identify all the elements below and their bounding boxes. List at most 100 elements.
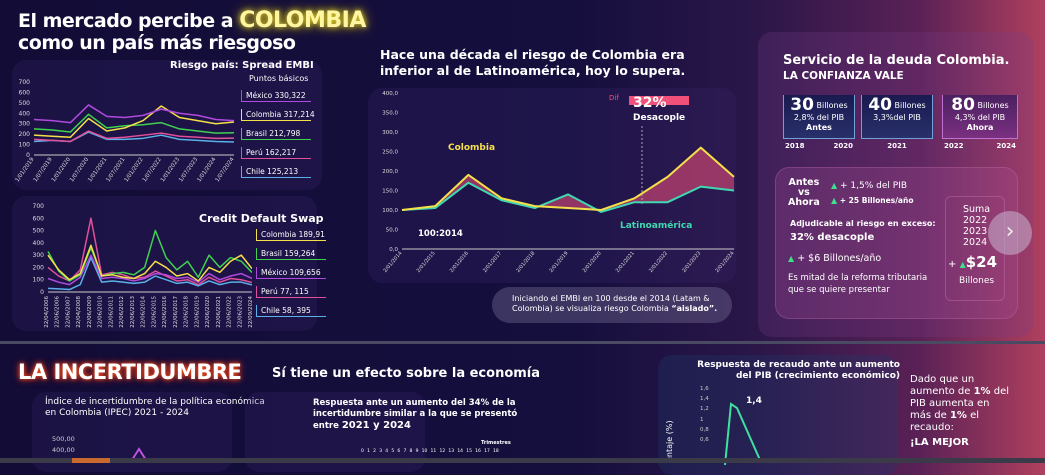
side-line: PIB aumenta en <box>910 398 990 409</box>
x-tick: 12 <box>439 449 446 454</box>
x-tick: 9 <box>415 449 419 454</box>
desacople-label: Desacople <box>633 113 686 123</box>
debt-pib: 4,3% del PIB <box>954 113 1006 122</box>
x-tick-label: 22/06/2022 <box>227 296 233 328</box>
adjudicable-value: 32% desacople <box>790 232 875 243</box>
x-tick-label: 2/01/2022 <box>648 250 669 273</box>
y-tick-label: 200 <box>33 264 45 271</box>
side-bold: 1% <box>973 386 991 397</box>
x-tick: 11 <box>430 449 437 454</box>
legend-item: México 330,322 <box>241 90 311 102</box>
y-tick: 0,6 <box>700 437 709 444</box>
up-triangle-icon: ▲ <box>831 196 838 205</box>
suma-year: 2023 <box>963 226 988 237</box>
x-tick: 2 <box>373 449 376 454</box>
legend-item: Colombia 317,214 <box>241 109 315 121</box>
debt-box: 40 Billones 3,3%del PIB <box>861 95 933 139</box>
colombia-label: Colombia <box>448 143 496 153</box>
series-line-colombia <box>401 146 735 211</box>
year-label: 2024 <box>996 142 1016 150</box>
x-tick-label: 22/04/2006 <box>44 296 50 328</box>
series-line-chile <box>47 256 252 291</box>
side-line: Dado que un <box>910 374 975 385</box>
difference-area <box>402 147 734 212</box>
x-tick: 8 <box>409 449 413 454</box>
series-line-perú <box>47 217 252 286</box>
cds-title: Credit Default Swap <box>199 212 324 225</box>
plus-sign: + <box>948 259 957 270</box>
y-tick-label: 250,0 <box>382 150 398 156</box>
legend-item: Chile 125,213 <box>241 166 311 178</box>
recaudo-card <box>658 355 898 475</box>
increase-billones: + 25 Billones/año <box>839 196 914 205</box>
x-tick-label: 2/01/2024 <box>714 250 735 273</box>
chevron-right-icon: › <box>1005 219 1015 244</box>
recaudo-title: Respuesta de recaudo ante un aumento del… <box>697 360 900 381</box>
adjudicable-label: Adjudicable al riesgo en exceso: <box>790 219 936 228</box>
cds-card <box>12 196 317 331</box>
dif-value: 32% <box>633 95 667 111</box>
y-tick-label: 700 <box>33 203 45 210</box>
debt-years: 2018 2020 <box>785 142 853 151</box>
trimestres-axis: 0 1 2 3 4 5 6 7 8 9 10 11 12 13 14 15 16 17 18 <box>361 449 499 455</box>
y-tick-label: 200,0 <box>382 169 398 175</box>
series-line-perú <box>33 130 235 143</box>
debt-pib: 3,3%del PIB <box>873 113 921 122</box>
debt-box: 30 Billones 2,8% del PIB Antes <box>783 95 855 139</box>
x-tick-label: 22/06/2013 <box>130 296 136 328</box>
x-tick-label: 22/06/2014 <box>141 296 147 328</box>
total-unit: Billones <box>959 276 995 286</box>
up-triangle-icon: ▲ <box>788 254 795 263</box>
embi-chart: 01002003004005006007001/01/20191/07/2019… <box>15 79 236 183</box>
up-triangle-icon: ▲ <box>831 181 838 190</box>
recaudo-ylabel: entaje (%) <box>665 420 674 462</box>
ipec-yaxis: 500,00 400,00 <box>52 434 75 456</box>
x-tick-label: 2/01/2018 <box>515 250 536 273</box>
x-tick: 10 <box>421 449 428 454</box>
x-tick-label: 22/06/2011 <box>108 296 114 328</box>
embi-title: Riesgo país: Spread EMBI <box>170 60 314 71</box>
debt-tag: Ahora <box>966 123 994 132</box>
decade-chart: 0,0 50,0 100,0 150,0 200,0 250,0 300,0 350,0 400… <box>382 91 735 274</box>
ipec-line <box>131 447 147 460</box>
title-highlight: COLOMBIA <box>239 8 366 33</box>
x-tick-label: 22/06/2016 <box>162 296 168 328</box>
legend-item: México 109,656 <box>256 267 326 279</box>
bottom-bar <box>0 458 1045 463</box>
x-tick: 16 <box>475 449 481 454</box>
x-tick-label: 2/01/2023 <box>681 250 702 273</box>
recaudo-peak-label: 1,4 <box>746 396 762 406</box>
y-tick-label: 400 <box>19 110 31 117</box>
comparison-card <box>775 167 1018 319</box>
y-tick-label: 500 <box>33 228 45 235</box>
x-tick: 13 <box>448 449 455 454</box>
ipec-title: Índice de incertidumbre de la política e… <box>45 397 265 418</box>
x-tick-label: 22/06/2015 <box>151 296 157 328</box>
next-slide-button[interactable]: › <box>988 211 1032 255</box>
y-tick-label: 700 <box>19 79 31 86</box>
increase-pib: + 1,5% del PIB <box>840 181 908 191</box>
y-tick: 1,2 <box>700 406 709 413</box>
recaudo-line <box>724 402 761 465</box>
recaudo-yaxis: 1,6 1,4 1,2 1 0,8 0,6 <box>700 384 709 445</box>
x-tick-label: 2/01/2016 <box>449 250 470 273</box>
x-tick-label: 2/01/2019 <box>548 250 569 273</box>
y-tick-label: 100,0 <box>382 208 398 214</box>
dif-bar <box>629 96 689 105</box>
x-tick-label: 2/01/2021 <box>615 250 636 273</box>
x-tick-label: 22/06/2017 <box>173 296 179 328</box>
debt-pib: 2,8% del PIB <box>793 113 845 122</box>
x-tick: 3 <box>379 449 383 454</box>
debt-unit: Billones <box>816 101 848 110</box>
suma-label: Suma <box>963 204 991 215</box>
y-tick-label: 400,0 <box>382 91 398 97</box>
x-tick-label: 2/01/2014 <box>382 250 403 273</box>
side-line: recaudo: <box>910 422 954 433</box>
x-tick-label: 22/06/2007 <box>65 296 71 328</box>
debt-years: 2022 2024 <box>944 142 1016 151</box>
reform-text: Es mitad de la reforma tributaria que se… <box>788 273 928 295</box>
debt-tag: Antes <box>806 123 832 132</box>
x-tick-label: 22/06/2009 <box>87 296 93 328</box>
y-tick-label: 300,0 <box>382 130 398 136</box>
x-tick-label: 1/07/2024 <box>215 156 236 183</box>
